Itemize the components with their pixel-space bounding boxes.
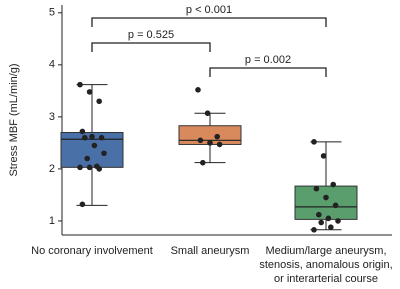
- data-point: [323, 194, 329, 201]
- y-tick-label: 5: [49, 7, 55, 19]
- significance-bracket: [209, 67, 327, 77]
- data-point: [79, 201, 86, 208]
- data-point: [101, 150, 107, 157]
- p-value: p = 0.002: [245, 54, 291, 66]
- data-point: [328, 224, 334, 230]
- data-point: [316, 211, 322, 218]
- p-value: p = 0.525: [128, 29, 174, 41]
- data-point: [98, 134, 105, 141]
- y-tick-label: 2: [49, 163, 55, 175]
- data-point: [79, 128, 86, 135]
- x-tick-label: No coronary involvement: [31, 245, 153, 257]
- data-point: [96, 98, 102, 105]
- y-axis-label: Stress MBF (mL/min/g): [8, 63, 20, 176]
- data-point: [96, 166, 102, 172]
- data-point: [313, 185, 320, 192]
- data-point: [216, 141, 223, 148]
- x-tick-label: Medium/large aneurysm, stenosis, anomalou…: [259, 245, 392, 284]
- box: [294, 185, 358, 220]
- data-point: [82, 134, 88, 141]
- data-point: [86, 89, 93, 95]
- data-point: [320, 153, 327, 159]
- data-point: [86, 164, 93, 171]
- data-point: [89, 133, 95, 140]
- y-tick-label: 1: [49, 215, 55, 227]
- significance-bracket: [91, 17, 327, 27]
- data-point: [197, 137, 204, 144]
- data-point: [204, 110, 211, 117]
- data-point: [77, 164, 83, 171]
- data-point: [330, 181, 337, 188]
- data-point: [214, 133, 220, 140]
- significance-bracket: [91, 42, 211, 52]
- data-point: [77, 81, 83, 88]
- data-point: [318, 219, 325, 226]
- y-tick-label: 4: [49, 59, 55, 71]
- data-point: [200, 159, 206, 166]
- data-point: [84, 155, 90, 162]
- data-point: [207, 140, 213, 146]
- data-point: [311, 139, 317, 145]
- y-tick-label: 3: [49, 111, 55, 123]
- data-point: [311, 226, 317, 233]
- data-point: [332, 202, 339, 209]
- data-point: [195, 87, 201, 93]
- x-tick-label: Small aneurysm: [171, 245, 250, 257]
- data-point: [325, 215, 332, 222]
- p-value: p < 0.001: [186, 4, 232, 16]
- data-point: [91, 142, 98, 149]
- data-point: [335, 218, 341, 224]
